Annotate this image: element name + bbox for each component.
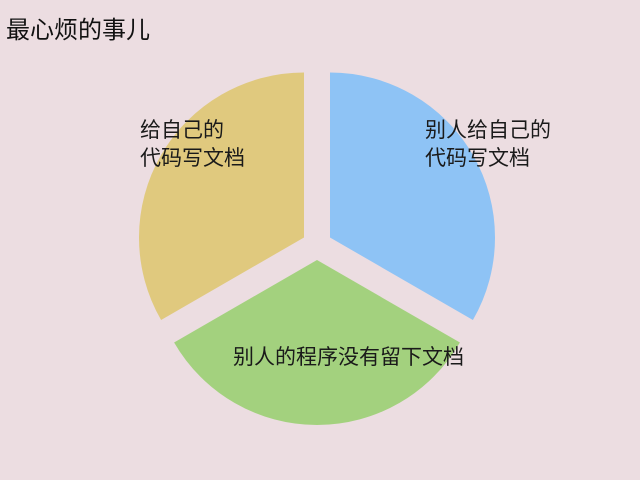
pie-slice-label-1: 别人的程序没有留下文档 <box>233 345 464 369</box>
pie-slice-label-line: 代码写文档 <box>425 146 530 170</box>
pie-slice-label-line: 别人的程序没有留下文档 <box>233 345 464 369</box>
pie-slice-label-line: 别人给自己的 <box>425 118 551 142</box>
chart-title: 最心烦的事儿 <box>6 16 150 44</box>
pie-slice-label-2: 给自己的代码写文档 <box>140 118 245 170</box>
pie-slice-0 <box>330 72 496 320</box>
pie-slice-1 <box>174 260 460 426</box>
pie-slices <box>138 72 496 426</box>
pie-slice-label-0: 别人给自己的代码写文档 <box>425 118 551 170</box>
pie-slice-2 <box>138 72 304 320</box>
pie-slice-label-line: 给自己的 <box>140 118 224 142</box>
pie-slice-label-line: 代码写文档 <box>140 146 245 170</box>
